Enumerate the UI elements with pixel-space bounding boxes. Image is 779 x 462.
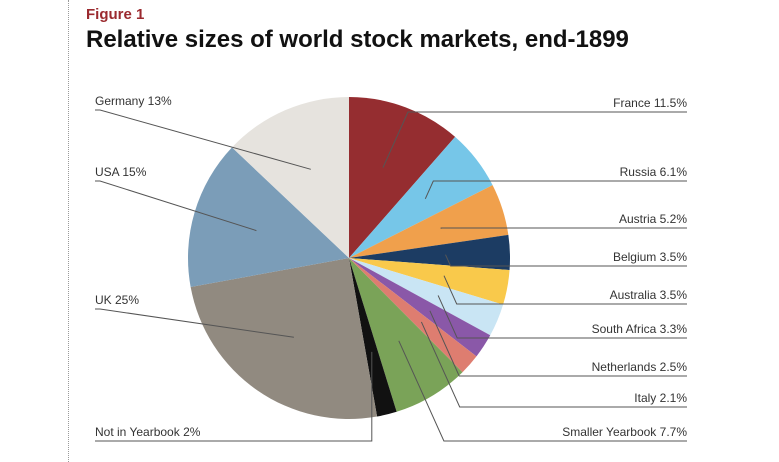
pie-label-south-africa: South Africa 3.3% xyxy=(592,322,688,336)
pie-slice-france xyxy=(349,97,456,258)
leader-line-germany xyxy=(95,109,311,170)
pie-slices xyxy=(187,97,511,419)
leader-line-not-in-yearbook xyxy=(95,351,373,442)
leader-line-uk xyxy=(95,308,294,338)
leader-line-france xyxy=(382,111,687,168)
leader-line-russia xyxy=(424,180,687,200)
pie-label-italy: Italy 2.1% xyxy=(634,391,687,405)
pie-label-netherlands: Netherlands 2.5% xyxy=(592,360,688,374)
pie-leader-lines xyxy=(95,109,687,442)
leader-line-usa xyxy=(95,180,257,232)
pie-label-russia: Russia 6.1% xyxy=(620,165,688,179)
pie-slice-south-africa xyxy=(349,258,504,336)
figure-label: Figure 1 xyxy=(86,6,145,23)
pie-labels: France 11.5% Russia 6.1% Austria 5.2% Belgi… xyxy=(95,94,687,439)
leader-line-netherlands xyxy=(429,310,687,377)
pie-slice-belgium xyxy=(349,234,511,271)
leader-line-italy xyxy=(420,321,687,408)
leader-line-australia xyxy=(443,275,687,305)
pie-label-usa: USA 15% xyxy=(95,165,147,179)
pie-label-smaller-yearbook: Smaller Yearbook 7.7% xyxy=(562,425,687,439)
chart-title: Relative sizes of world stock markets, e… xyxy=(86,26,629,53)
pie-slice-russia xyxy=(349,136,493,258)
pie-label-uk: UK 25% xyxy=(95,293,139,307)
frame-dotted-rule xyxy=(68,0,69,462)
leader-line-austria xyxy=(440,227,687,229)
pie-slice-austria xyxy=(349,185,509,258)
leader-line-smaller-yearbook xyxy=(398,340,687,442)
pie-label-germany: Germany 13% xyxy=(95,94,172,108)
pie-label-france: France 11.5% xyxy=(613,96,687,110)
pie-slice-uk xyxy=(190,258,378,419)
pie-label-australia: Australia 3.5% xyxy=(610,288,688,302)
pie-slice-usa xyxy=(187,147,349,288)
pie-slice-australia xyxy=(349,258,510,305)
pie-slice-not-in-yearbook xyxy=(349,258,397,417)
pie-label-austria: Austria 5.2% xyxy=(619,212,687,226)
pie-label-belgium: Belgium 3.5% xyxy=(613,250,687,264)
leader-line-south-africa xyxy=(437,295,687,339)
pie-slice-smaller-yearbook xyxy=(349,258,463,412)
pie-label-not-in-yearbook: Not in Yearbook 2% xyxy=(95,425,201,439)
leader-line-belgium xyxy=(445,254,687,267)
pie-slice-germany xyxy=(232,97,349,258)
